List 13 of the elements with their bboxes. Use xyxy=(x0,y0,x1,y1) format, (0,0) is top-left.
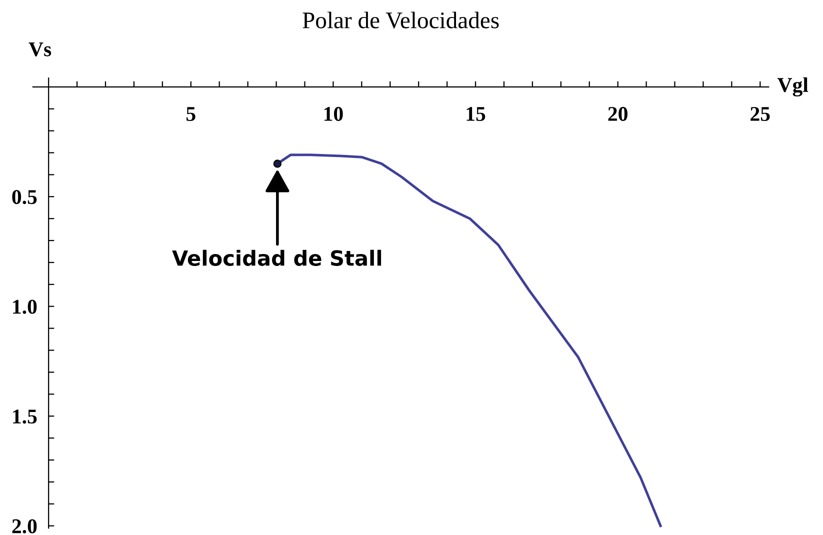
x-axis-title: Vgl xyxy=(777,77,808,96)
x-tick-label: 25 xyxy=(750,106,770,121)
y-tick-label: 1.5 xyxy=(13,410,37,424)
x-tick-label: 20 xyxy=(608,106,628,121)
chart-title: Polar de Velocidades xyxy=(302,12,499,28)
y-tick-label: 1.0 xyxy=(13,300,37,314)
x-tick-label: 10 xyxy=(324,106,343,121)
x-tick-label: 5 xyxy=(186,107,196,121)
annotation: Velocidad de Stall xyxy=(172,250,382,266)
y-axis-title: Vs xyxy=(28,42,52,56)
y-tick-label: 0.5 xyxy=(12,190,37,204)
x-tick-label: 15 xyxy=(466,107,486,121)
y-tick-label: 2.0 xyxy=(12,519,37,534)
